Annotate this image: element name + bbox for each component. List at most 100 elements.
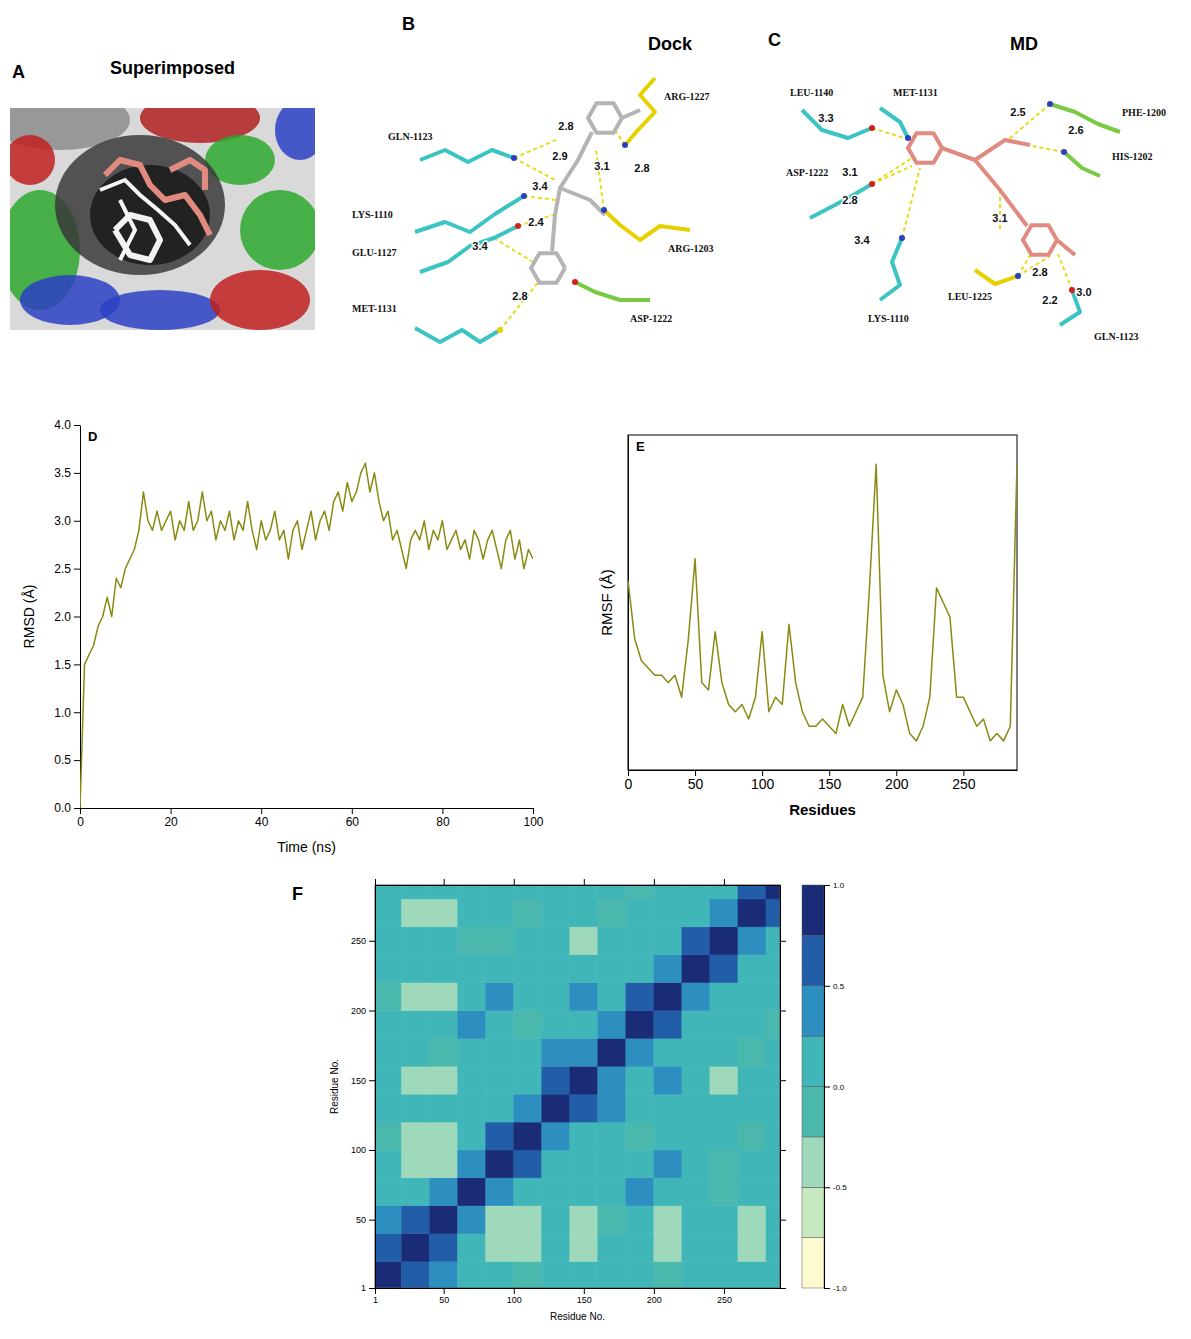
tick-mark [780, 941, 786, 942]
tick: 0 [625, 770, 633, 792]
hydrogen-bond [999, 190, 1001, 232]
tick-mark [654, 879, 655, 885]
heatmap-cell [654, 1234, 682, 1262]
axis-line [628, 436, 629, 771]
tick-mark [369, 1011, 375, 1012]
heatmap-cell [375, 1150, 402, 1178]
tick-mark [74, 760, 80, 761]
heatmap-cell [710, 1038, 738, 1066]
surface-patch [240, 190, 315, 270]
heatmap-cell [598, 1262, 626, 1288]
residue-stick [604, 210, 690, 240]
heatmap-cell [458, 955, 486, 983]
heatmap-cell [402, 927, 430, 955]
heatmap-cell [654, 955, 682, 983]
heatmap-cell [375, 1011, 402, 1039]
axis [628, 436, 629, 771]
heatmap-cell [430, 1011, 458, 1039]
hydrogen-bond [902, 168, 920, 238]
heatmap-cell [570, 1178, 598, 1206]
distance-label: 2.2 [1042, 294, 1057, 306]
axis [780, 886, 786, 1289]
heatmap-cell [402, 1178, 430, 1206]
distance-label: 2.8 [558, 120, 573, 132]
tick-mark [369, 1150, 375, 1151]
heatmap-cell [375, 885, 402, 899]
tick-label: -0.5 [833, 1183, 847, 1192]
heatmap-cell [766, 899, 780, 927]
heatmap-cell [654, 983, 682, 1011]
residue-label: PHE-1200 [1122, 107, 1166, 118]
hydrogen-bond [872, 166, 912, 184]
heatmap-cell [402, 899, 430, 927]
heatmap-cell [710, 899, 738, 927]
tick: 80 [436, 808, 450, 829]
residue-stick [975, 270, 1018, 284]
ligand-stick [120, 200, 135, 260]
heatmap-cell [514, 1178, 542, 1206]
tick [780, 1150, 786, 1151]
heatmap-cell [486, 1011, 514, 1039]
heatmap-cell [542, 1178, 570, 1206]
residue-label: ARG-1203 [668, 243, 714, 254]
heatmap-cell [486, 955, 514, 983]
heatmap-cell [738, 927, 766, 955]
tick-mark [584, 879, 585, 885]
tick-label: 20 [164, 815, 178, 829]
heatmap-cell [598, 1122, 626, 1150]
heatmap-cell [514, 927, 542, 955]
axis-line [780, 886, 781, 1289]
heatmap-cell [402, 1066, 430, 1094]
tick-label: 100 [523, 815, 543, 829]
heatmap-cell [626, 1094, 654, 1122]
tick-label: 200 [885, 776, 909, 792]
ligand-stick [622, 110, 640, 118]
heatmap-cell [542, 983, 570, 1011]
heatmap-cell [626, 927, 654, 955]
heatmap-cell [570, 1262, 598, 1288]
heatmap-cell [598, 927, 626, 955]
line-chart: 0204060801000.00.51.01.52.02.53.03.54.0 [54, 418, 544, 828]
tick-label: 50 [688, 776, 704, 792]
heatmap-cell [430, 1066, 458, 1094]
heatmap-cell [570, 955, 598, 983]
residue-stick [810, 184, 872, 218]
residue-stick [420, 226, 518, 272]
heatmap-cell [654, 1206, 682, 1234]
atom [511, 155, 517, 161]
heatmap-cell [402, 1122, 430, 1150]
tick-mark [444, 879, 445, 885]
tick-mark [375, 879, 376, 885]
tick: 200 [351, 1006, 375, 1016]
panel-title: Superimposed [110, 58, 235, 78]
heatmap-cell [570, 1206, 598, 1234]
heatmap-cell [402, 885, 430, 899]
heatmap-cell [375, 955, 402, 983]
tick-label: 1.5 [54, 658, 71, 672]
heatmap-cell [654, 1122, 682, 1150]
axis-line [81, 808, 534, 809]
heatmap-cell [542, 1094, 570, 1122]
heatmap-cell [738, 1150, 766, 1178]
heatmap-cell [710, 1178, 738, 1206]
tick-mark [824, 885, 830, 886]
tick [514, 879, 515, 885]
plot-area [628, 464, 1017, 741]
tick: 1.0 [824, 881, 845, 890]
hydrogen-bond [524, 196, 556, 200]
heatmap-cell [402, 983, 430, 1011]
heatmap-cell [430, 955, 458, 983]
axis-line [376, 1288, 781, 1289]
heatmap-cell [766, 885, 780, 899]
hydrogen-bond [514, 140, 556, 158]
interaction-diagram [415, 78, 690, 342]
tick: 3.5 [54, 466, 80, 480]
heatmap-cell [458, 1094, 486, 1122]
heatmap-cell [598, 1234, 626, 1262]
tick-mark [824, 986, 830, 987]
residue-label: LYS-1110 [868, 313, 909, 324]
hydrogen-bond [514, 158, 555, 180]
heatmap-cell [766, 927, 780, 955]
heatmap-cell [514, 1122, 542, 1150]
hydrogen-bond [1008, 104, 1050, 140]
